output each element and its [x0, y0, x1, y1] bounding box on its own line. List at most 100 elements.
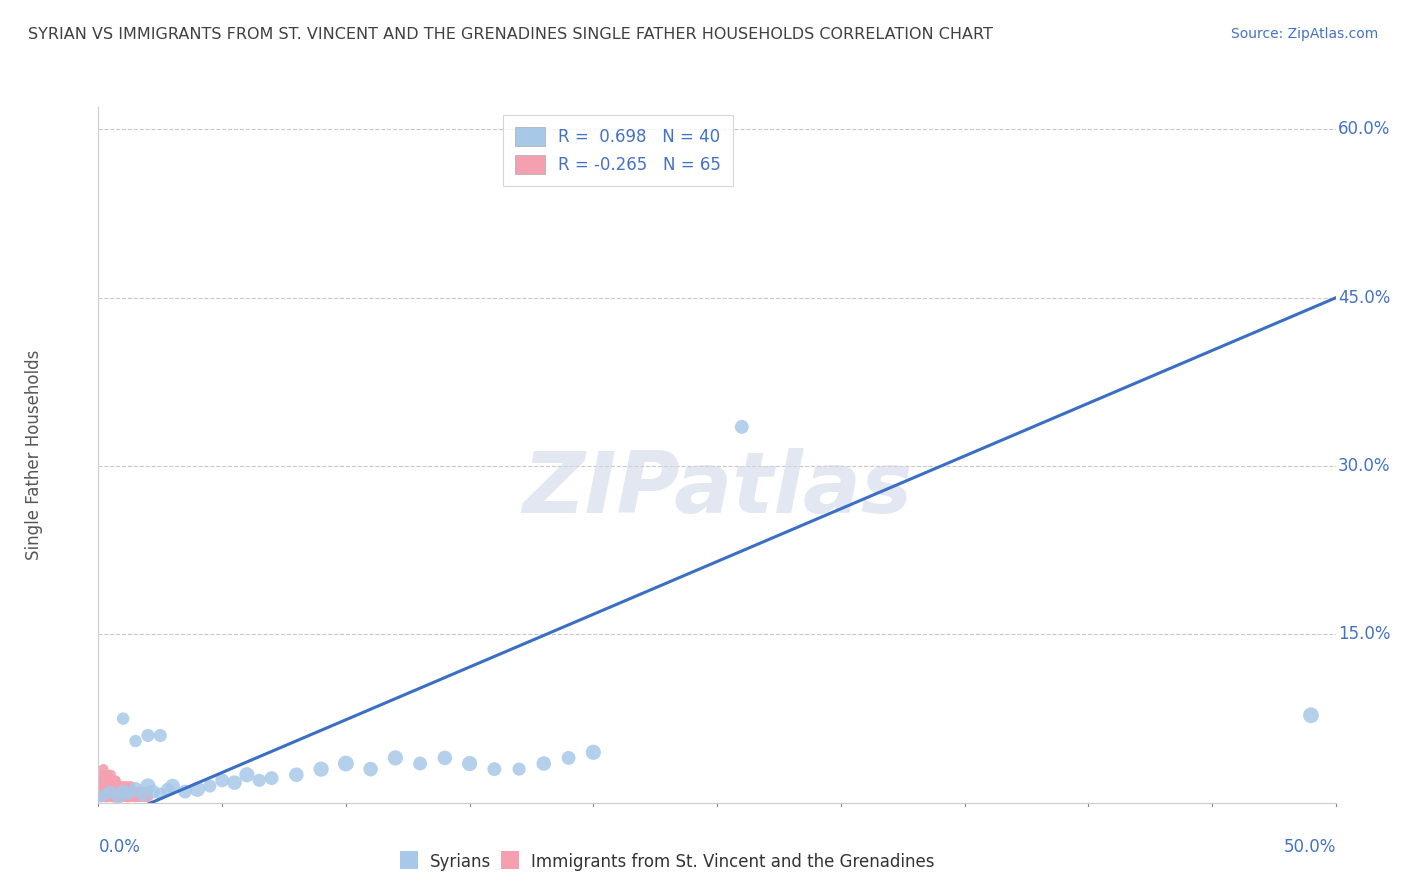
Point	[309, 762, 332, 776]
Point	[174, 784, 197, 798]
Point	[124, 784, 146, 798]
Point	[90, 790, 112, 805]
Point	[120, 779, 142, 793]
Point	[94, 773, 117, 788]
Point	[124, 790, 146, 805]
Point	[433, 751, 456, 765]
Text: 0.0%: 0.0%	[98, 838, 141, 855]
Point	[104, 790, 127, 805]
Point	[104, 773, 127, 788]
Point	[97, 768, 120, 782]
Text: SYRIAN VS IMMIGRANTS FROM ST. VINCENT AND THE GRENADINES SINGLE FATHER HOUSEHOLD: SYRIAN VS IMMIGRANTS FROM ST. VINCENT AN…	[28, 27, 993, 42]
Point	[533, 756, 555, 771]
Point	[156, 782, 179, 797]
Point	[132, 788, 155, 802]
Point	[100, 773, 122, 788]
Point	[110, 779, 132, 793]
Point	[260, 771, 283, 785]
Point	[100, 784, 122, 798]
Point	[162, 779, 184, 793]
Point	[484, 762, 506, 776]
Point	[107, 784, 129, 798]
Point	[94, 784, 117, 798]
Point	[97, 779, 120, 793]
Point	[110, 779, 132, 793]
Point	[117, 787, 139, 801]
Point	[114, 790, 136, 805]
Point	[117, 790, 139, 805]
Point	[100, 790, 122, 805]
Point	[132, 784, 155, 798]
Point	[97, 790, 120, 805]
Point	[90, 790, 112, 805]
Point	[114, 779, 136, 793]
Point	[100, 784, 122, 798]
Point	[110, 790, 132, 805]
Point	[124, 734, 146, 748]
Point	[508, 762, 530, 776]
Point	[93, 762, 115, 776]
Point	[149, 729, 172, 743]
Point	[112, 784, 135, 798]
Point	[107, 790, 129, 805]
Point	[149, 787, 172, 801]
Point	[198, 779, 221, 793]
Point	[136, 779, 159, 793]
Point	[107, 790, 129, 805]
Text: 50.0%: 50.0%	[1284, 838, 1336, 855]
Text: 45.0%: 45.0%	[1339, 289, 1391, 307]
Point	[97, 779, 120, 793]
Point	[103, 790, 125, 805]
Point	[122, 790, 145, 805]
Text: 15.0%: 15.0%	[1339, 625, 1391, 643]
Point	[93, 790, 115, 805]
Point	[1299, 708, 1322, 723]
Point	[134, 784, 156, 798]
Point	[100, 768, 122, 782]
Point	[247, 773, 270, 788]
Point	[100, 784, 122, 798]
Point	[114, 784, 136, 798]
Point	[557, 751, 579, 765]
Point	[112, 790, 135, 805]
Text: ZIPatlas: ZIPatlas	[522, 448, 912, 532]
Point	[93, 768, 115, 782]
Text: 60.0%: 60.0%	[1339, 120, 1391, 138]
Point	[458, 756, 481, 771]
Point	[129, 784, 152, 798]
Point	[132, 790, 155, 805]
Point	[335, 756, 357, 771]
Point	[104, 784, 127, 798]
Point	[112, 784, 135, 798]
Text: 30.0%: 30.0%	[1339, 457, 1391, 475]
Point	[94, 768, 117, 782]
Point	[127, 790, 149, 805]
Point	[112, 784, 135, 798]
Point	[136, 790, 159, 805]
Point	[103, 790, 125, 805]
Point	[127, 784, 149, 798]
Point	[236, 768, 259, 782]
Point	[124, 782, 146, 797]
Point	[285, 768, 308, 782]
Point	[224, 775, 246, 789]
Point	[107, 779, 129, 793]
Point	[93, 779, 115, 793]
Point	[110, 784, 132, 798]
Point	[129, 790, 152, 805]
Point	[136, 784, 159, 798]
Point	[582, 745, 605, 759]
Point	[136, 729, 159, 743]
Point	[94, 784, 117, 798]
Point	[97, 773, 120, 788]
Point	[384, 751, 406, 765]
Point	[112, 712, 135, 726]
Point	[360, 762, 382, 776]
Point	[103, 779, 125, 793]
Point	[107, 790, 129, 805]
Point	[211, 773, 233, 788]
Point	[122, 784, 145, 798]
Point	[134, 790, 156, 805]
Point	[94, 787, 117, 801]
Point	[93, 773, 115, 788]
